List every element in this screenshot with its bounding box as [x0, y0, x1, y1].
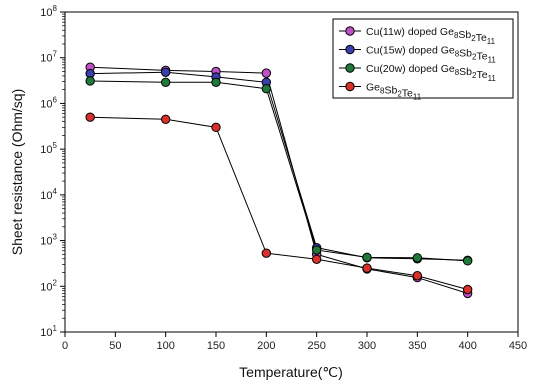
data-point: [362, 263, 372, 273]
legend-marker: [345, 26, 355, 36]
data-point: [412, 253, 423, 263]
y-axis-title: Sheet resistance (Ohm/sq): [9, 89, 25, 256]
x-tick-label: 150: [207, 340, 225, 352]
series-line: [90, 80, 468, 262]
data-point: [362, 252, 372, 263]
data-point: [211, 122, 221, 133]
data-point: [160, 67, 171, 77]
x-tick-label: 250: [307, 340, 325, 352]
x-tick-label: 400: [458, 340, 476, 352]
y-tick-label: 105: [40, 141, 57, 156]
y-tick-label: 103: [40, 233, 57, 248]
x-tick-label: 0: [62, 340, 68, 352]
series-line: [90, 71, 468, 261]
data-point: [261, 248, 272, 258]
series-line: [90, 66, 468, 294]
data-point: [211, 77, 221, 87]
x-tick-label: 100: [156, 340, 174, 352]
x-tick-label: 300: [358, 340, 376, 352]
series-line: [90, 116, 468, 290]
data-point: [85, 112, 95, 122]
legend-marker: [345, 81, 355, 92]
data-point: [261, 68, 272, 78]
data-point: [85, 76, 95, 86]
legend-label: Cu(11w) doped Ge8Sb2Te11: [366, 26, 496, 46]
data-point: [311, 254, 322, 264]
x-tick-label: 50: [109, 340, 121, 352]
legend-label: Cu(15w) doped Ge8Sb2Te11: [366, 45, 496, 65]
legend-marker: [345, 63, 355, 73]
legend-label: Cu(20w) doped Ge8Sb2Te11: [366, 63, 496, 83]
legend-marker: [345, 44, 355, 55]
x-axis-title: Temperature(℃): [239, 364, 343, 380]
data-point: [462, 284, 473, 295]
data-point: [462, 256, 473, 266]
data-point: [160, 77, 171, 87]
plot-frame: [64, 11, 519, 333]
y-axis: 101 102 103 104 105 106 107 108: [40, 4, 65, 339]
y-tick-label: 101: [40, 324, 57, 339]
y-tick-label: 107: [40, 50, 57, 65]
y-tick-label: 106: [40, 95, 57, 110]
x-tick-label: 200: [257, 340, 275, 352]
x-axis: 0 50 100 150 200 250 300 350 400 450: [62, 332, 527, 352]
series-layer: [85, 62, 473, 299]
data-point: [412, 271, 423, 281]
y-tick-label: 102: [40, 278, 57, 293]
x-tick-label: 450: [509, 340, 527, 352]
x-tick-label: 350: [408, 340, 426, 352]
data-point: [261, 83, 272, 94]
legend-box: [332, 18, 514, 99]
y-tick-label: 108: [40, 4, 57, 19]
data-point: [311, 245, 322, 255]
legend-label: Ge8Sb2Te11: [366, 82, 422, 102]
y-tick-label: 104: [40, 187, 57, 202]
data-point: [160, 114, 171, 124]
